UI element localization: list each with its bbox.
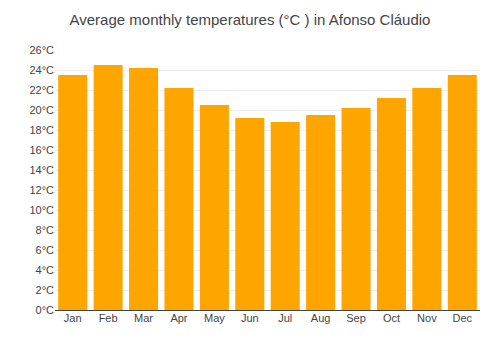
svg-text:8°C: 8°C	[36, 224, 55, 236]
svg-text:0°C: 0°C	[36, 304, 55, 316]
svg-text:12°C: 12°C	[29, 184, 54, 196]
svg-text:10°C: 10°C	[29, 204, 54, 216]
svg-text:Dec: Dec	[453, 312, 473, 324]
svg-text:May: May	[204, 312, 225, 324]
svg-text:24°C: 24°C	[29, 64, 54, 76]
svg-text:26°C: 26°C	[29, 44, 54, 56]
svg-text:14°C: 14°C	[29, 164, 54, 176]
svg-text:Sep: Sep	[346, 312, 366, 324]
svg-text:Jun: Jun	[241, 312, 259, 324]
svg-text:Mar: Mar	[134, 312, 153, 324]
svg-text:4°C: 4°C	[36, 264, 55, 276]
svg-text:Aug: Aug	[311, 312, 331, 324]
svg-text:Apr: Apr	[170, 312, 187, 324]
svg-text:6°C: 6°C	[36, 244, 55, 256]
svg-text:18°C: 18°C	[29, 124, 54, 136]
svg-text:16°C: 16°C	[29, 144, 54, 156]
svg-text:Oct: Oct	[383, 312, 400, 324]
svg-text:Feb: Feb	[99, 312, 118, 324]
svg-text:Jul: Jul	[278, 312, 292, 324]
svg-text:22°C: 22°C	[29, 84, 54, 96]
svg-text:20°C: 20°C	[29, 104, 54, 116]
svg-text:Nov: Nov	[417, 312, 437, 324]
svg-text:Jan: Jan	[64, 312, 82, 324]
svg-text:2°C: 2°C	[36, 284, 55, 296]
svg-text:Average monthly temperatures (: Average monthly temperatures (°C ) in Af…	[70, 11, 431, 28]
